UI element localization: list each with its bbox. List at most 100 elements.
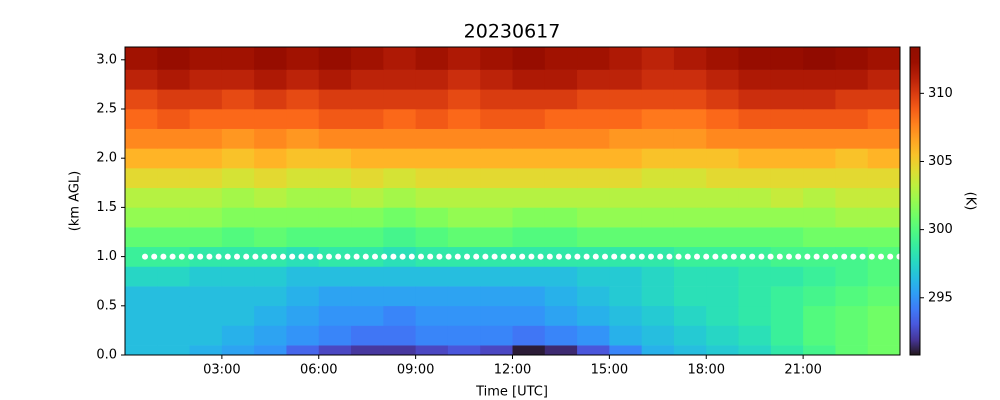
heatmap-cell — [738, 266, 772, 287]
heatmap-cell — [577, 305, 610, 326]
heatmap-cell — [415, 266, 449, 287]
heatmap-cell — [318, 187, 352, 208]
heatmap-cell — [544, 128, 578, 149]
heatmap-cell — [706, 128, 740, 149]
heatmap-cell — [189, 286, 223, 307]
heatmap-cell — [641, 305, 675, 326]
heatmap-cell — [867, 345, 901, 356]
x-tick-label: 15:00 — [591, 363, 628, 378]
heatmap-cell — [480, 187, 513, 208]
heatmap-cell — [544, 286, 578, 307]
heatmap-cell — [221, 89, 255, 110]
heatmap-cell — [803, 345, 836, 356]
heatmap-cell — [157, 345, 191, 356]
heatmap-cell — [835, 207, 869, 228]
heatmap-cell — [286, 325, 320, 346]
heatmap-cell — [254, 47, 287, 70]
heatmap-cell — [415, 69, 449, 90]
heatmap-cell — [577, 69, 610, 90]
heatmap-cell — [221, 108, 255, 129]
heatmap-cell — [383, 227, 417, 248]
heatmap-cell — [770, 168, 804, 189]
heatmap-cell — [544, 108, 578, 129]
x-tick-label: 21:00 — [784, 363, 821, 378]
heatmap-cell — [415, 286, 449, 307]
colorbar-tick-label: 300 — [928, 222, 953, 237]
y-tick-label: 0.0 — [96, 348, 117, 363]
heatmap-cell — [512, 207, 546, 228]
heatmap-cell — [512, 168, 546, 189]
heatmap-cell — [415, 128, 449, 149]
heatmap-cell — [415, 325, 449, 346]
heatmap-cell — [415, 345, 449, 356]
heatmap-cell — [867, 148, 901, 169]
heatmap-cell — [803, 148, 836, 169]
heatmap-cell — [867, 128, 901, 149]
heatmap-cell — [318, 227, 352, 248]
heatmap-cell — [189, 69, 223, 90]
heatmap-cell — [673, 168, 707, 189]
heatmap-cell — [351, 227, 384, 248]
heatmap-cell — [512, 47, 546, 70]
heatmap-cell — [835, 148, 869, 169]
heatmap-cell — [383, 168, 417, 189]
heatmap-cell — [803, 108, 836, 129]
heatmap-cell — [512, 266, 546, 287]
heatmap-cell — [835, 345, 869, 356]
heatmap-cell — [351, 305, 384, 326]
x-tick-label: 03:00 — [203, 363, 240, 378]
heatmap-cell — [447, 266, 481, 287]
heatmap-cell — [641, 187, 675, 208]
heatmap-cell — [803, 305, 836, 326]
heatmap-cell — [318, 266, 352, 287]
heatmap-cell — [770, 286, 804, 307]
heatmap-cell — [867, 108, 901, 129]
heatmap-cell — [383, 108, 417, 129]
heatmap-cell — [480, 266, 513, 287]
heatmap-cell — [803, 266, 836, 287]
heatmap-cell — [867, 89, 901, 110]
heatmap-cell — [835, 187, 869, 208]
heatmap-cell — [351, 47, 384, 70]
heatmap-cell — [221, 187, 255, 208]
heatmap-cell — [706, 345, 740, 356]
heatmap-cell — [254, 227, 287, 248]
heatmap-cell — [383, 266, 417, 287]
heatmap-cell — [318, 345, 352, 356]
heatmap-cell — [512, 286, 546, 307]
heatmap-cell — [254, 286, 287, 307]
heatmap-cell — [189, 89, 223, 110]
heatmap-cell — [512, 148, 546, 169]
heatmap-cell — [415, 108, 449, 129]
heatmap-cell — [706, 207, 740, 228]
heatmap-cell — [770, 325, 804, 346]
heatmap-cell — [383, 128, 417, 149]
heatmap-cell — [738, 305, 772, 326]
heatmap-cell — [544, 89, 578, 110]
heatmap-cell — [480, 207, 513, 228]
heatmap-cell — [254, 148, 287, 169]
heatmap-cell — [706, 47, 740, 70]
heatmap-cell — [706, 227, 740, 248]
y-tick-label: 1.0 — [96, 249, 117, 264]
y-tick-label: 2.5 — [96, 101, 117, 116]
x-tick-label: 18:00 — [688, 363, 725, 378]
heatmap-cell — [383, 148, 417, 169]
heatmap-cell — [157, 187, 191, 208]
heatmap-cell — [706, 187, 740, 208]
heatmap-cell — [125, 89, 158, 110]
heatmap-cell — [706, 325, 740, 346]
colorbar-tick-label: 295 — [928, 290, 953, 305]
heatmap-cell — [738, 69, 772, 90]
heatmap-cell — [770, 69, 804, 90]
heatmap-cell — [189, 345, 223, 356]
heatmap-cell — [544, 325, 578, 346]
heatmap-cell — [673, 187, 707, 208]
heatmap-cell — [254, 246, 287, 267]
heatmap-cell — [254, 108, 287, 129]
heatmap-cell — [480, 69, 513, 90]
heatmap-cell — [577, 89, 610, 110]
heatmap-cell — [125, 227, 158, 248]
heatmap-cell — [189, 305, 223, 326]
heatmap-cell — [383, 286, 417, 307]
